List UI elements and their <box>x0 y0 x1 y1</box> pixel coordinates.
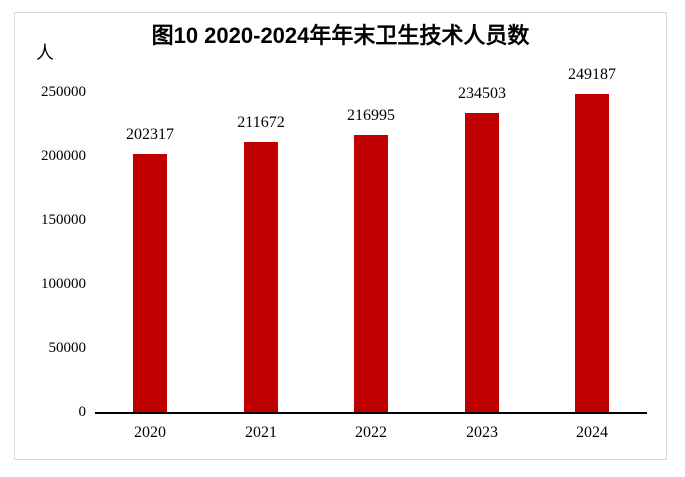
y-tick-label: 0 <box>78 404 87 420</box>
bar-value-label: 249187 <box>568 66 616 83</box>
y-tick-label: 50000 <box>48 340 87 356</box>
x-tick-label: 2022 <box>355 424 387 441</box>
bar <box>244 142 278 413</box>
bar-value-label: 216995 <box>347 107 395 124</box>
y-tick-label: 200000 <box>41 148 86 164</box>
x-axis-line <box>95 412 647 414</box>
x-tick-label: 2021 <box>245 424 277 441</box>
chart-frame: 图10 2020-2024年年末卫生技术人员数 人 0 50000 100000 15… <box>14 12 667 460</box>
bar <box>133 154 167 413</box>
bar <box>465 113 499 413</box>
bar-value-label: 211672 <box>237 114 285 131</box>
x-tick-label: 2024 <box>576 424 608 441</box>
bar-value-label: 202317 <box>126 126 174 143</box>
chart-title: 图10 2020-2024年年末卫生技术人员数 <box>151 23 530 48</box>
x-tick-label: 2023 <box>466 424 498 441</box>
bar <box>354 135 388 413</box>
bar-value-label: 234503 <box>458 85 506 102</box>
bar <box>575 94 609 413</box>
y-tick-label: 150000 <box>41 212 86 228</box>
y-axis-unit-label: 人 <box>36 43 54 63</box>
plot-area: 0 50000 100000 150000 200000 250000 202317 2020… <box>15 13 666 459</box>
y-tick-label: 250000 <box>41 84 86 100</box>
y-tick-label: 100000 <box>41 276 86 292</box>
x-tick-label: 2020 <box>134 424 166 441</box>
